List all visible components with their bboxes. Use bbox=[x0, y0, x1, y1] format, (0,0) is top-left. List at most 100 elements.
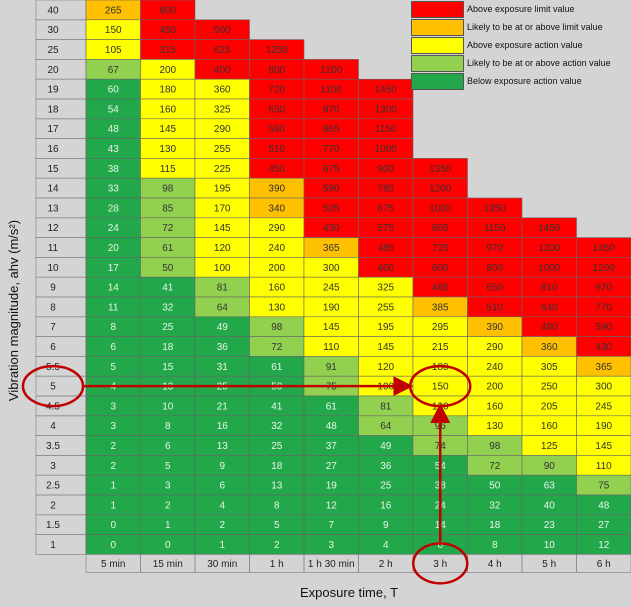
column-label: 30 min bbox=[207, 559, 237, 570]
row-label-cell bbox=[35, 217, 87, 238]
cell-value: 20 bbox=[108, 243, 120, 254]
cell-value: 800 bbox=[268, 65, 285, 76]
cell-value: 600 bbox=[432, 263, 449, 274]
cell-value: 1450 bbox=[593, 243, 616, 254]
cell-value: 295 bbox=[432, 322, 449, 333]
legend-label: Above exposure action value bbox=[467, 40, 583, 50]
cell-value: 0 bbox=[110, 520, 116, 531]
cell-value: 37 bbox=[326, 441, 338, 452]
cell-value: 1 bbox=[110, 500, 116, 511]
cell-value: 1450 bbox=[538, 223, 561, 234]
cell-value: 72 bbox=[271, 342, 283, 353]
cell-value: 50 bbox=[162, 263, 174, 274]
row-label-cell bbox=[35, 39, 87, 60]
cell-value: 360 bbox=[541, 342, 558, 353]
row-label: 12 bbox=[47, 223, 59, 234]
cell-value: 290 bbox=[214, 124, 231, 135]
cell-value: 100 bbox=[214, 263, 231, 274]
cell-value: 145 bbox=[323, 322, 340, 333]
row-label: 2 bbox=[50, 500, 56, 511]
cell-value: 18 bbox=[271, 461, 283, 472]
cell-value: 105 bbox=[105, 45, 122, 56]
row-label-cell bbox=[35, 316, 87, 337]
row-label: 10 bbox=[47, 263, 59, 274]
cell-value: 325 bbox=[214, 104, 231, 115]
cell-value: 91 bbox=[326, 362, 338, 373]
cell-value: 240 bbox=[268, 243, 285, 254]
cell-value: 32 bbox=[162, 302, 174, 313]
cell-value: 49 bbox=[217, 322, 229, 333]
cell-value: 215 bbox=[432, 342, 449, 353]
legend-swatch bbox=[411, 18, 464, 36]
cell-value: 290 bbox=[486, 342, 503, 353]
row-label: 9 bbox=[50, 283, 56, 294]
row-label-cell bbox=[35, 177, 87, 199]
cell-value: 250 bbox=[541, 382, 558, 393]
cell-value: 1000 bbox=[375, 144, 398, 155]
cell-value: 1300 bbox=[375, 104, 398, 115]
row-label-cell bbox=[35, 138, 87, 159]
row-label: 25 bbox=[47, 45, 59, 56]
cell-value: 970 bbox=[323, 104, 340, 115]
cell-value: 5 bbox=[274, 520, 280, 531]
cell-value: 180 bbox=[159, 85, 176, 96]
row-label: 19 bbox=[47, 85, 59, 96]
row-label-cell bbox=[35, 98, 87, 120]
row-label-cell bbox=[35, 237, 87, 258]
cell-value: 1450 bbox=[375, 85, 398, 96]
y-axis-label: Vibration magnitude, ahv (m/s²) bbox=[6, 219, 22, 401]
cell-value: 6 bbox=[219, 481, 225, 492]
cell-value: 19 bbox=[326, 481, 338, 492]
cell-value: 130 bbox=[268, 302, 285, 313]
cell-value: 150 bbox=[432, 382, 449, 393]
legend-item: Above exposure limit value bbox=[411, 0, 621, 18]
cell-value: 12 bbox=[326, 500, 338, 511]
cell-value: 205 bbox=[541, 401, 558, 412]
cell-value: 27 bbox=[326, 461, 338, 472]
cell-value: 770 bbox=[595, 302, 612, 313]
cell-value: 900 bbox=[214, 25, 231, 36]
cell-value: 485 bbox=[432, 283, 449, 294]
cell-value: 14 bbox=[108, 283, 120, 294]
cell-value: 1 bbox=[219, 540, 225, 551]
row-label-cell bbox=[35, 197, 87, 219]
cell-value: 1200 bbox=[320, 65, 343, 76]
row-label: 15 bbox=[47, 164, 59, 175]
row-label: 3.5 bbox=[46, 441, 60, 452]
cell-value: 1150 bbox=[375, 124, 397, 135]
cell-value: 170 bbox=[214, 203, 231, 214]
cell-value: 13 bbox=[217, 441, 229, 452]
cell-value: 580 bbox=[268, 124, 285, 135]
cell-value: 8 bbox=[110, 322, 116, 333]
legend-label: Above exposure limit value bbox=[467, 4, 575, 14]
cell-value: 305 bbox=[541, 362, 558, 373]
cell-value: 115 bbox=[160, 164, 176, 175]
cell-value: 36 bbox=[380, 461, 392, 472]
cell-value: 0 bbox=[110, 540, 116, 551]
cell-value: 63 bbox=[544, 481, 556, 492]
cell-value: 255 bbox=[214, 144, 231, 155]
cell-value: 85 bbox=[162, 203, 174, 214]
legend-swatch bbox=[411, 36, 464, 54]
cell-value: 75 bbox=[598, 481, 610, 492]
row-label-cell bbox=[35, 336, 87, 357]
cell-value: 725 bbox=[432, 243, 449, 254]
cell-value: 90 bbox=[544, 461, 556, 472]
cell-value: 0 bbox=[165, 540, 171, 551]
legend-label: Likely to be at or above limit value bbox=[467, 22, 603, 32]
cell-value: 675 bbox=[323, 164, 340, 175]
row-label-cell bbox=[35, 0, 87, 21]
cell-value: 2 bbox=[110, 441, 116, 452]
cell-value: 590 bbox=[595, 322, 612, 333]
row-label: 1 bbox=[50, 540, 56, 551]
row-label: 14 bbox=[47, 184, 59, 195]
cell-value: 12 bbox=[598, 540, 610, 551]
column-label: 1 h 30 min bbox=[308, 559, 355, 570]
cell-value: 160 bbox=[486, 401, 503, 412]
cell-value: 24 bbox=[108, 223, 120, 234]
cell-value: 400 bbox=[377, 263, 394, 274]
cell-value: 41 bbox=[162, 283, 174, 294]
cell-value: 10 bbox=[162, 401, 174, 412]
cell-value: 1100 bbox=[320, 85, 342, 96]
